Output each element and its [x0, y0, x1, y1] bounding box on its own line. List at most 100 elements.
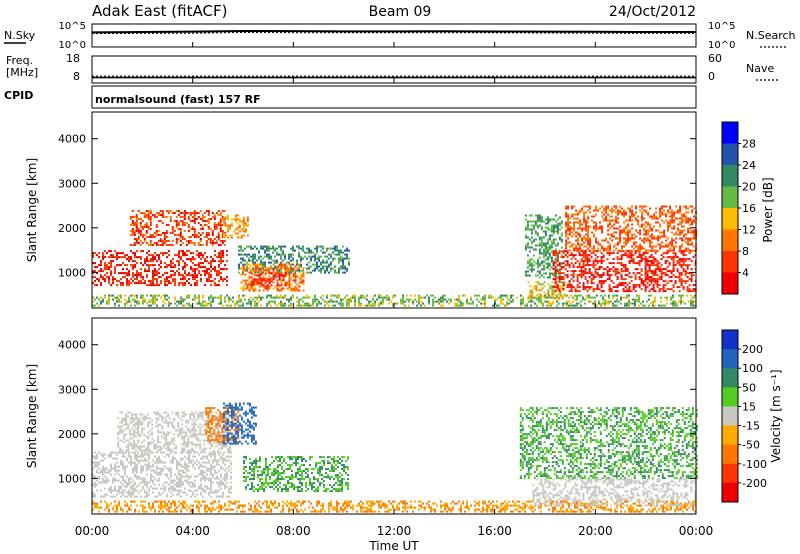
heatmap-cell [146, 270, 148, 273]
heatmap-cell [687, 221, 690, 224]
heatmap-cell [262, 289, 265, 292]
heatmap-cell [200, 304, 202, 307]
heatmap-cell [146, 302, 148, 305]
heatmap-cell [600, 258, 603, 261]
heatmap-cell [222, 268, 224, 271]
heatmap-cell [142, 485, 144, 488]
heatmap-cell [492, 304, 494, 307]
heatmap-cell [574, 288, 577, 291]
heatmap-cell [158, 473, 160, 476]
heatmap-cell [208, 276, 210, 279]
heatmap-cell [116, 461, 118, 464]
noise-right-label: N.Search [746, 29, 796, 42]
heatmap-cell [222, 220, 225, 223]
heatmap-cell [644, 260, 647, 263]
heatmap-cell [290, 265, 292, 268]
heatmap-cell [222, 477, 224, 480]
heatmap-cell [560, 220, 563, 223]
heatmap-cell [624, 282, 627, 285]
heatmap-cell [194, 495, 196, 498]
heatmap-cell [599, 221, 602, 224]
heatmap-cell [688, 252, 691, 255]
heatmap-cell [585, 219, 588, 222]
heatmap-cell [635, 207, 638, 210]
heatmap-cell [137, 218, 140, 220]
heatmap-cell [122, 282, 124, 285]
heatmap-cell [594, 296, 596, 299]
heatmap-cell [197, 212, 200, 214]
heatmap-cell [190, 495, 192, 498]
heatmap-cell [631, 213, 634, 216]
heatmap-cell [193, 228, 196, 230]
heatmap-cell [142, 453, 144, 456]
heatmap-cell [558, 278, 561, 281]
heatmap-cell [558, 222, 561, 225]
heatmap-cell [182, 282, 184, 285]
heatmap-cell [676, 302, 678, 305]
heatmap-cell [623, 227, 626, 230]
heatmap-cell [556, 242, 559, 245]
heatmap-cell [191, 226, 194, 228]
heatmap-cell [300, 247, 302, 250]
heatmap-cell [617, 237, 620, 240]
heatmap-cell [186, 302, 188, 305]
heatmap-cell [666, 256, 669, 259]
heatmap-cell [208, 274, 210, 277]
heatmap-cell [565, 233, 568, 236]
heatmap-cell [226, 475, 228, 478]
heatmap-cell [292, 296, 294, 299]
heatmap-cell [588, 272, 591, 275]
heatmap-cell [504, 304, 506, 307]
heatmap-cell [560, 226, 563, 229]
heatmap-cell [663, 205, 666, 208]
heatmap-cell [220, 294, 222, 297]
heatmap-cell [582, 256, 585, 259]
heatmap-cell [619, 229, 622, 232]
heatmap-cell [184, 262, 186, 265]
heatmap-cell [332, 300, 334, 303]
heatmap-cell [565, 221, 568, 224]
heatmap-cell [587, 237, 590, 240]
heatmap-cell [676, 260, 679, 263]
heatmap-cell [288, 257, 290, 260]
heatmap-cell [270, 267, 273, 270]
heatmap-cell [547, 291, 550, 294]
heatmap-cell [212, 459, 214, 462]
heatmap-cell [620, 250, 623, 253]
heatmap-cell [635, 219, 638, 222]
heatmap-cell [202, 469, 204, 472]
heatmap-cell [308, 247, 310, 250]
heatmap-cell [594, 264, 597, 267]
heatmap-cell [593, 227, 596, 230]
heatmap-cell [220, 487, 222, 490]
heatmap-cell [648, 256, 651, 259]
heatmap-cell [144, 483, 146, 486]
heatmap-cell [282, 265, 285, 268]
heatmap-cell [588, 268, 591, 271]
heatmap-cell [654, 272, 657, 275]
heatmap-cell [290, 302, 292, 305]
heatmap-cell [191, 216, 194, 218]
heatmap-cell [180, 477, 182, 480]
heatmap-cell [571, 227, 574, 230]
heatmap-cell [157, 234, 160, 236]
heatmap-cell [92, 254, 94, 257]
heatmap-cell [540, 242, 543, 245]
heatmap-cell [543, 281, 546, 284]
heatmap-cell [627, 237, 630, 240]
heatmap-cell [661, 205, 664, 208]
heatmap-cell [135, 218, 138, 220]
heatmap-cell [122, 493, 124, 496]
heatmap-cell [208, 262, 210, 265]
heatmap-cell [242, 271, 244, 274]
heatmap-cell [143, 212, 146, 214]
heatmap-cell [638, 298, 640, 301]
heatmap-cell [570, 294, 572, 297]
heatmap-cell [157, 212, 160, 214]
heatmap-cell [601, 231, 604, 234]
heatmap-cell [622, 270, 625, 273]
heatmap-cell [188, 453, 190, 456]
heatmap-cell [146, 256, 148, 259]
heatmap-cell [153, 242, 156, 244]
heatmap-cell [110, 250, 112, 253]
